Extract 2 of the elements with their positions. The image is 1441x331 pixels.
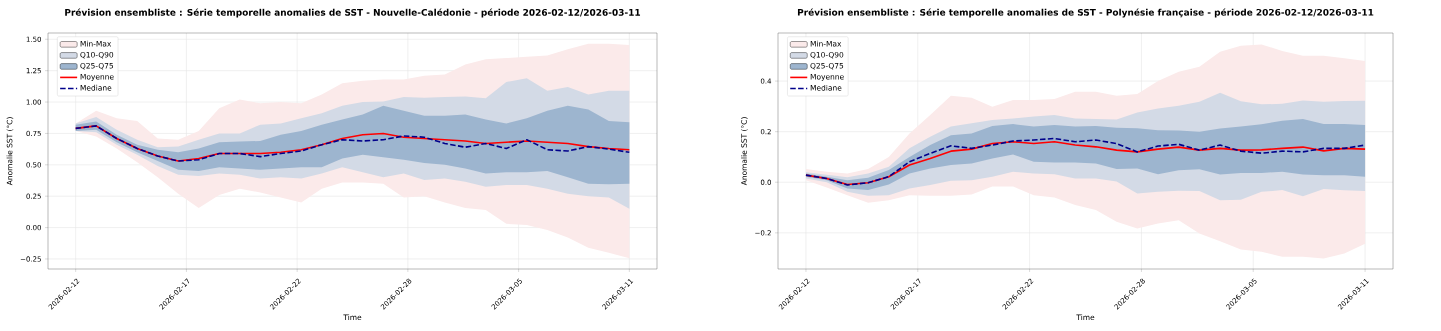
chart-title: Prévision ensembliste : Série temporelle anomalies de SST - Polynésie française - période 2026-02-12/2026-03-11 bbox=[797, 8, 1374, 18]
chart-title: Prévision ensembliste : Série temporelle anomalies de SST - Nouvelle-Calédonie - période 2026-02-12/2026-03-11 bbox=[65, 8, 641, 18]
